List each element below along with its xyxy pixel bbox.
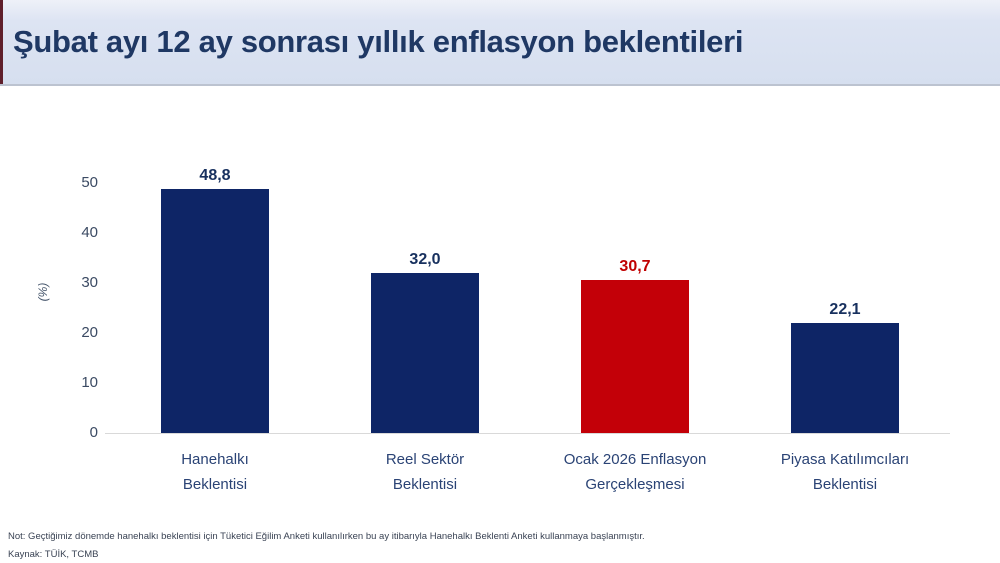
bar	[581, 279, 689, 433]
page-title: Şubat ayı 12 ay sonrası yıllık enflasyon…	[13, 24, 744, 59]
bar	[161, 189, 269, 433]
y-axis-label: (%)	[36, 282, 50, 302]
y-tick-label: 50	[81, 174, 98, 191]
bar-value-label: 32,0	[409, 251, 441, 268]
y-tick-label: 30	[81, 274, 98, 291]
bar-group: 30,7	[530, 155, 740, 433]
x-category-label: Hanehalkı Beklentisi	[181, 451, 249, 493]
bars-container: 48,8 32,0 30,7 22,1	[110, 155, 950, 433]
bar-value-label: 22,1	[829, 300, 861, 318]
y-tick-label: 10	[81, 374, 98, 391]
bar-value-label: 30,7	[619, 257, 651, 275]
title-bar: Şubat ayı 12 ay sonrası yıllık enflasyon…	[0, 0, 1000, 86]
bar-group: 48,8	[110, 155, 320, 433]
title-accent-bar	[0, 0, 3, 84]
x-axis-labels: Hanehalkı Beklentisi Reel Sektör Beklentisi…	[110, 447, 950, 497]
source-note: Kaynak: TÜİK, TCMB	[8, 549, 99, 560]
y-tick-label: 20	[81, 324, 98, 341]
x-category-label: Ocak 2026 Enflasyon Gerçekleşmesi	[563, 451, 707, 493]
bar-chart: (%) 0 10 20 30 40 50 48,8 32,0 30,7 22,1 Hanehal…	[0, 86, 1000, 526]
footer: Not: Geçtiğimiz dönemde hanehalkı beklen…	[8, 528, 988, 563]
x-axis-line	[105, 433, 950, 434]
bar-group: 32,0	[320, 155, 530, 433]
bar	[791, 322, 899, 433]
footnote: Not: Geçtiğimiz dönemde hanehalkı beklen…	[8, 531, 645, 542]
bar-value-label: 48,8	[199, 167, 231, 184]
y-tick-label: 0	[89, 424, 98, 441]
x-category-label: Piyasa Katılımcıları Beklentisi	[780, 451, 910, 493]
x-category-label: Reel Sektör Beklentisi	[385, 451, 465, 493]
y-tick-label: 40	[81, 224, 98, 241]
bar	[371, 273, 479, 433]
bar-group: 22,1	[740, 155, 950, 433]
